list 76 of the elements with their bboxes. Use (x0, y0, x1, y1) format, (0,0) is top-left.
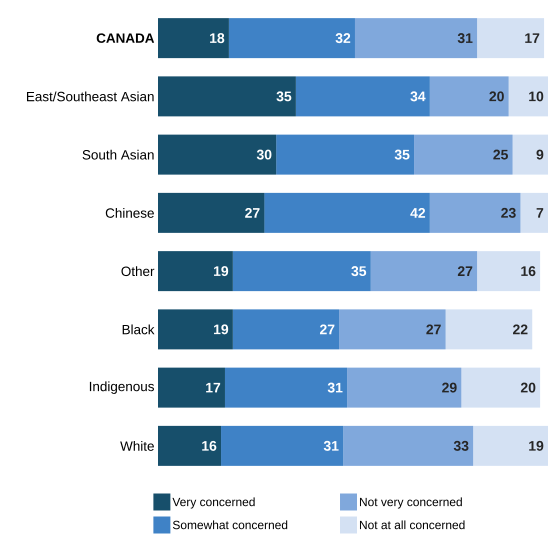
y-tick-label: Other (121, 266, 154, 276)
bar (232, 309, 340, 350)
bar (224, 368, 348, 408)
bar (158, 251, 233, 292)
bar (414, 134, 513, 175)
data-label: 17 (206, 382, 220, 392)
data-label: 35 (276, 91, 292, 102)
y-tick-label: Black (122, 324, 154, 334)
data-label: 31 (328, 382, 343, 393)
data-label: 27 (426, 324, 441, 334)
data-label: 32 (336, 33, 350, 44)
bar (158, 309, 233, 350)
data-label: 35 (394, 150, 410, 160)
bar (430, 76, 509, 116)
bar (473, 426, 548, 466)
data-label: 16 (202, 440, 216, 451)
bar (221, 426, 344, 466)
bar (370, 251, 478, 292)
bar (228, 18, 355, 58)
bar (158, 426, 222, 466)
data-label: 19 (529, 440, 544, 451)
data-label: 16 (521, 266, 536, 276)
legend-label: Not very concerned (360, 497, 462, 509)
bar (512, 134, 548, 175)
bar (430, 192, 520, 233)
data-label: 9 (536, 150, 544, 160)
data-label: 31 (458, 33, 473, 44)
bar (232, 251, 371, 292)
bar (347, 368, 462, 408)
bar (296, 76, 430, 116)
data-label: 20 (520, 382, 536, 393)
data-label: 31 (324, 440, 339, 451)
data-label: 35 (351, 266, 366, 276)
bar (158, 18, 229, 58)
data-label: 19 (214, 266, 228, 276)
data-label: 19 (214, 324, 228, 334)
data-label: 25 (493, 150, 508, 160)
bar (158, 76, 296, 116)
bar (158, 368, 225, 408)
data-label: 42 (410, 208, 426, 218)
legend-label: Somewhat concerned (172, 520, 288, 530)
bar (158, 134, 276, 175)
bar (477, 251, 540, 292)
bar (508, 76, 548, 116)
bar (264, 192, 430, 233)
data-label: 10 (529, 91, 544, 102)
data-label: 27 (320, 324, 334, 334)
bar (520, 192, 548, 233)
y-tick-label: White (120, 440, 154, 451)
bar (158, 192, 264, 233)
data-label: 29 (442, 382, 457, 393)
data-label: 22 (513, 324, 528, 334)
y-tick-label: CANADA (96, 33, 154, 43)
bar (276, 134, 414, 175)
bar (446, 309, 532, 350)
bar (477, 18, 544, 58)
bar (461, 368, 540, 408)
data-label: 34 (410, 91, 426, 102)
y-tick-label: Chinese (106, 208, 154, 218)
data-label: 7 (536, 208, 544, 218)
bar (354, 18, 478, 58)
data-label: 18 (210, 33, 224, 44)
bar (339, 309, 446, 350)
data-label: 27 (458, 266, 472, 276)
y-tick-label: Indigenous (90, 381, 154, 394)
data-label: 33 (454, 440, 468, 451)
data-label: 30 (256, 150, 272, 160)
bar (343, 426, 474, 466)
data-label: 27 (245, 208, 260, 218)
y-tick-label: East/Southeast Asian (26, 91, 154, 102)
legend-label: Not at all concerned (360, 520, 465, 530)
data-label: 20 (489, 91, 504, 102)
data-label: 23 (501, 208, 516, 218)
legend-label: Very concerned (172, 497, 255, 509)
y-tick-label: South Asian (82, 150, 154, 160)
data-label: 17 (525, 33, 540, 43)
